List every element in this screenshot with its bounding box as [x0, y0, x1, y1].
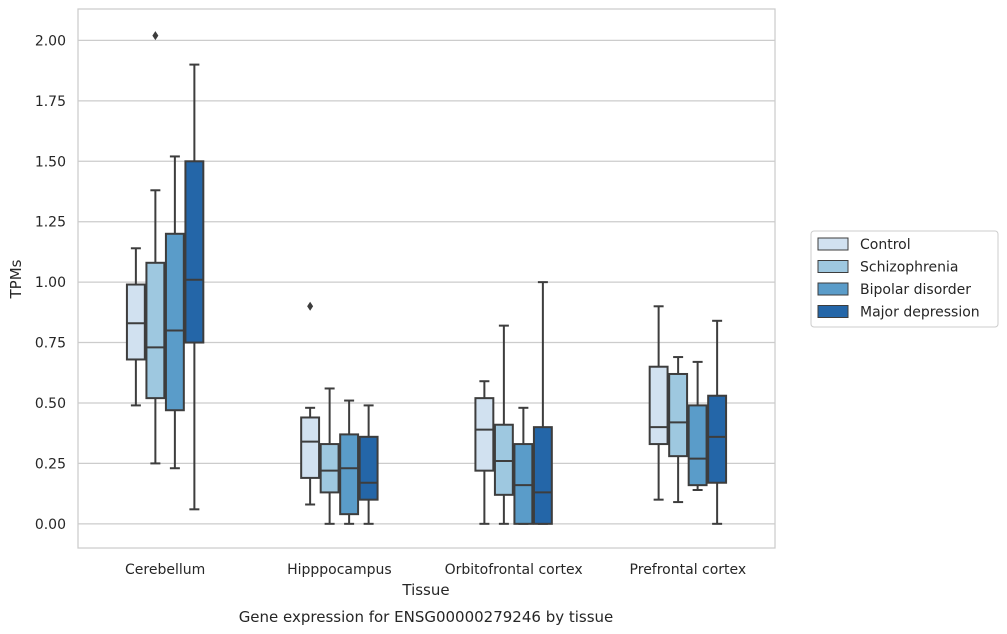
legend-swatch [817, 260, 849, 273]
box-iqr [164, 232, 185, 412]
box-bipolar-disorder [513, 406, 534, 525]
legend-label: Bipolar disorder [860, 282, 971, 298]
box-iqr [145, 261, 166, 400]
y-tick-label: 1.25 [35, 215, 66, 231]
y-axis-label: TPMs [7, 259, 25, 299]
y-tick-label: 0.25 [35, 456, 66, 472]
box-series [125, 31, 728, 525]
x-axis-label: Tissue [401, 581, 449, 599]
box-control [300, 301, 321, 506]
box-iqr [125, 283, 146, 361]
legend-label: Major depression [860, 305, 980, 321]
box-iqr [648, 365, 669, 446]
box-control [648, 305, 669, 501]
box-bipolar-disorder [687, 360, 708, 491]
box-iqr [493, 423, 514, 496]
box-schizophrenia [493, 324, 514, 525]
y-tick-label: 0.00 [35, 517, 66, 533]
x-tick-label: Prefrontal cortex [630, 562, 747, 578]
box-iqr [513, 443, 534, 525]
box-control [125, 247, 146, 407]
box-major-depression [184, 63, 205, 511]
y-tick-labels: 0.00 0.25 0.50 0.75 1.00 1.25 1.50 1.75 2.00 [35, 33, 66, 532]
chart-caption: Gene expression for ENSG00000279246 by t… [239, 608, 614, 626]
legend-swatch [817, 305, 849, 318]
box-bipolar-disorder [164, 155, 185, 470]
box-iqr [319, 443, 340, 494]
x-tick-labels: Cerebellum Hipppocampus Orbitofrontal cort… [125, 562, 746, 578]
box-iqr [668, 372, 689, 458]
x-tick-label: Cerebellum [125, 562, 205, 578]
box-schizophrenia [319, 387, 340, 525]
box-major-depression [707, 319, 728, 525]
y-tick-label: 0.50 [35, 396, 66, 412]
y-tick-label: 0.75 [35, 336, 66, 352]
box-major-depression [358, 404, 379, 525]
y-tick-label: 2.00 [35, 33, 66, 49]
box-iqr [339, 433, 360, 516]
legend: Control Schizophrenia Bipolar disorder Majo… [810, 230, 999, 328]
box-schizophrenia [145, 31, 166, 465]
box-schizophrenia [668, 356, 689, 504]
y-tick-label: 1.50 [35, 154, 66, 170]
box-iqr [474, 397, 495, 472]
legend-label: Schizophrenia [860, 260, 958, 276]
box-iqr [532, 426, 553, 525]
box-control [474, 380, 495, 525]
box-iqr [184, 160, 205, 344]
x-tick-label: Hipppocampus [287, 562, 392, 578]
box-iqr [707, 394, 728, 484]
box-major-depression [532, 281, 553, 525]
legend-swatch [817, 282, 849, 296]
box-iqr [300, 416, 321, 479]
plot-frame [77, 8, 776, 549]
y-tick-label: 1.75 [35, 94, 66, 110]
box-iqr [358, 435, 379, 501]
box-bipolar-disorder [339, 399, 360, 525]
legend-swatch [817, 237, 849, 251]
outlier-point [307, 301, 314, 311]
legend-label: Control [860, 237, 911, 253]
x-tick-label: Orbitofrontal cortex [445, 562, 583, 578]
box-iqr [687, 404, 708, 487]
y-tick-label: 1.00 [35, 275, 66, 291]
legend-frame [810, 230, 999, 328]
outlier-point [152, 31, 159, 41]
